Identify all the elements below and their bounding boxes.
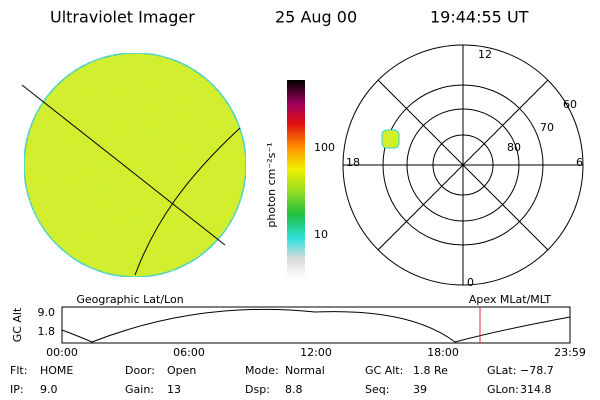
x-tick-label: 12:00 — [300, 346, 332, 359]
mlt-label: 18 — [346, 156, 360, 169]
info-value: 13 — [167, 383, 181, 396]
info-label: GLat: — [487, 364, 516, 377]
mlt-label: 0 — [467, 276, 474, 289]
info-value: HOME — [40, 364, 73, 377]
x-tick-label: 18:00 — [427, 346, 459, 359]
colorbar-tick: 10 — [314, 228, 328, 241]
info-label: Mode: — [245, 364, 279, 377]
mlat-label: 70 — [540, 121, 554, 134]
info-label: Gain: — [125, 383, 154, 396]
info-label: Seq: — [365, 383, 389, 396]
info-value: 9.0 — [40, 383, 58, 396]
mlat-label: 80 — [507, 141, 521, 154]
info-label: Flt: — [10, 364, 27, 377]
lon-line — [134, 127, 241, 276]
info-label: GLon: — [487, 383, 519, 396]
y-tick-label: 1.8 — [38, 325, 56, 338]
mlt-label: 12 — [478, 48, 492, 61]
title: Ultraviolet Imager — [50, 8, 195, 27]
colorbar-label: photon cm⁻²s⁻¹ — [265, 142, 278, 227]
info-value: −78.7 — [520, 364, 554, 377]
info-value: 314.8 — [520, 383, 552, 396]
colorbar-tick: 100 — [314, 141, 335, 154]
polar-grid — [342, 44, 584, 286]
polar-blob — [381, 129, 400, 149]
y-label: GC Alt — [11, 307, 24, 342]
info-label: Dsp: — [245, 383, 270, 396]
uv-image — [21, 52, 247, 278]
info-value: 1.8 Re — [413, 364, 448, 377]
time: 19:44:55 UT — [430, 8, 529, 27]
plot-title: Apex MLat/MLT — [469, 293, 552, 306]
image-disk — [23, 52, 247, 278]
plot-frame — [61, 306, 571, 344]
date: 25 Aug 00 — [275, 8, 357, 27]
y-tick-label: 9.0 — [38, 306, 56, 319]
lat-line — [21, 84, 226, 246]
info-label: GC Alt: — [365, 364, 403, 377]
info-value: 8.8 — [285, 383, 303, 396]
x-tick-label: 23:59 — [554, 346, 586, 359]
info-value: 39 — [413, 383, 427, 396]
plot-title: Geographic Lat/Lon — [76, 293, 183, 306]
mlt-label: 6 — [576, 156, 583, 169]
mlat-label: 60 — [563, 98, 577, 111]
info-value: Normal — [285, 364, 325, 377]
altitude-curve — [61, 308, 571, 343]
x-tick-label: 00:00 — [46, 346, 78, 359]
x-tick-label: 06:00 — [173, 346, 205, 359]
info-label: IP: — [10, 383, 24, 396]
info-value: Open — [167, 364, 196, 377]
colorbar — [287, 80, 305, 278]
info-label: Door: — [125, 364, 155, 377]
